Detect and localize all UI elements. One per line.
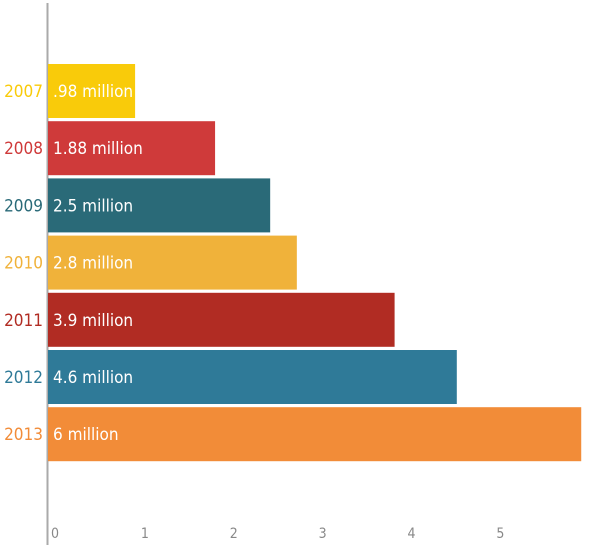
bar-2013 [48, 407, 582, 462]
bar-2010 [48, 235, 297, 290]
y-tick-label-2007: 2007 [4, 82, 43, 102]
y-tick-label-2008: 2008 [4, 139, 43, 159]
data-label-2010: 2.8 million [53, 254, 133, 274]
data-label-2013: 6 million [53, 425, 119, 445]
x-tick-label-2: 2 [230, 526, 238, 542]
data-label-2007: .98 million [53, 82, 133, 102]
y-tick-label-2009: 2009 [4, 196, 43, 216]
data-label-2012: 4.6 million [53, 368, 133, 388]
x-tick-label-1: 1 [141, 526, 149, 542]
x-tick-label-3: 3 [319, 526, 327, 542]
data-label-2011: 3.9 million [53, 311, 133, 331]
y-tick-label-2013: 2013 [4, 425, 43, 445]
x-tick-label-4: 4 [407, 526, 415, 542]
data-label-2008: 1.88 million [53, 139, 143, 159]
y-tick-label-2011: 2011 [4, 311, 43, 331]
bar-2011 [48, 292, 395, 347]
y-tick-label-2010: 2010 [4, 254, 43, 274]
y-tick-label-2012: 2012 [4, 368, 43, 388]
x-tick-label-0: 0 [51, 526, 59, 542]
bar-2008 [48, 121, 216, 176]
bar-2009 [48, 178, 271, 233]
data-label-2009: 2.5 million [53, 196, 133, 216]
bar-2007 [48, 64, 136, 118]
bar-2012 [48, 350, 457, 404]
x-tick-label-5: 5 [496, 526, 504, 542]
